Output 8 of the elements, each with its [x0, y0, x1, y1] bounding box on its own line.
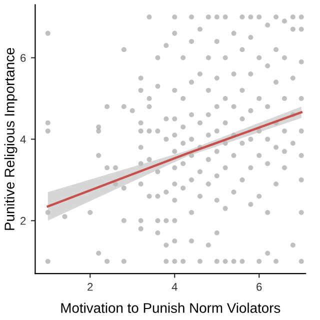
x-tick-label: 6 [256, 282, 262, 291]
y-axis-title: Punitive Religious Importance [4, 48, 18, 230]
x-tick-label: 4 [172, 283, 178, 291]
y-tick-label: 6 [20, 54, 26, 62]
y-tick-label: 2 [20, 216, 26, 225]
x-tick-label: 2 [88, 282, 93, 291]
y-tick-label: 4 [20, 136, 26, 144]
x-axis-title: Motivation to Punish Norm Violators [61, 302, 280, 313]
